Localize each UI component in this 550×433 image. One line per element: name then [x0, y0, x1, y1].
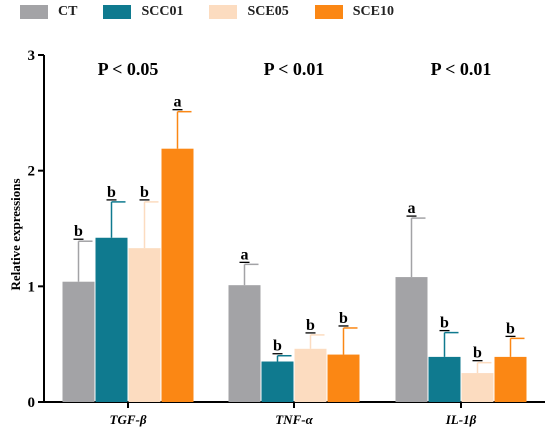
bar [62, 281, 95, 402]
significance-letter: b [339, 310, 348, 327]
legend-item-scc01: SCC01 [103, 4, 183, 20]
significance-letter: b [74, 223, 83, 240]
x-tick-label: TNF-α [275, 412, 313, 427]
significance-letter: b [506, 320, 515, 337]
bar [228, 285, 261, 402]
bar [261, 361, 294, 402]
y-tick-label: 2 [28, 164, 36, 180]
legend: CT SCC01 SCE05 SCE10 [20, 4, 420, 20]
significance-letter: b [107, 184, 116, 201]
legend-swatch-ct [20, 5, 48, 19]
significance-letter: b [473, 345, 482, 362]
legend-item-ct: CT [20, 4, 77, 20]
p-value-label: P < 0.01 [431, 59, 492, 79]
bar [461, 373, 494, 402]
significance-letter: a [408, 200, 416, 217]
legend-label-sce05: SCE05 [247, 4, 289, 19]
bar [494, 356, 527, 402]
bar [95, 237, 128, 402]
significance-letter: b [140, 184, 149, 201]
bar [428, 356, 461, 402]
y-tick-label: 1 [28, 279, 36, 295]
significance-letter: a [241, 246, 249, 263]
x-tick-label: TGF-β [110, 412, 147, 427]
significance-letter: a [174, 94, 182, 111]
legend-swatch-sce10 [314, 5, 343, 19]
bar [161, 148, 194, 402]
y-tick-label: 0 [28, 395, 36, 411]
significance-letter: b [273, 338, 282, 355]
x-tick-label: IL-1β [445, 412, 477, 427]
significance-letter: b [440, 315, 449, 332]
bar [327, 354, 360, 402]
bar [395, 277, 428, 402]
legend-item-sce05: SCE05 [209, 4, 289, 20]
legend-item-sce10: SCE10 [314, 4, 394, 20]
bar [128, 248, 161, 402]
legend-swatch-sce05 [209, 5, 238, 19]
legend-label-sce10: SCE10 [352, 4, 394, 19]
y-tick-label: 3 [28, 48, 36, 64]
bar [294, 348, 327, 402]
p-value-label: P < 0.01 [264, 59, 325, 79]
legend-label-scc01: SCC01 [141, 4, 184, 19]
p-value-label: P < 0.05 [98, 59, 159, 79]
y-axis-label: Relative expressions [8, 178, 23, 290]
legend-swatch-scc01 [103, 5, 132, 19]
significance-letter: b [306, 317, 315, 334]
legend-label-ct: CT [58, 4, 78, 19]
